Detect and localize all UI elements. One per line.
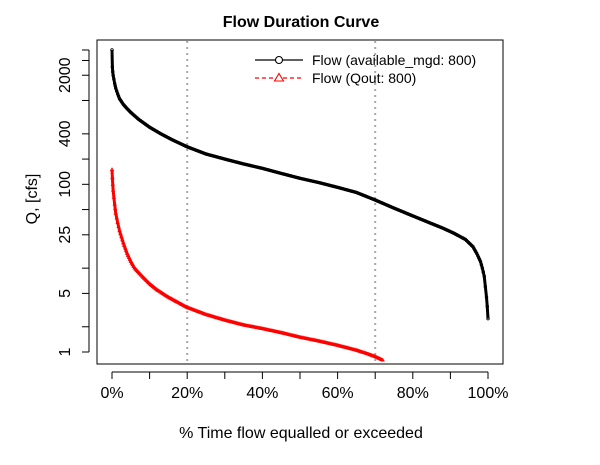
- x-tick-label: 100%: [468, 385, 509, 402]
- series-point: [380, 357, 385, 362]
- series-point: [114, 215, 119, 220]
- y-axis-label: Q, [cfs]: [24, 174, 41, 225]
- x-axis-label: % Time flow equalled or exceeded: [179, 425, 423, 442]
- series-point: [112, 77, 116, 81]
- y-tick-label: 1: [57, 347, 74, 356]
- series-point: [121, 240, 126, 245]
- plot-frame: [96, 39, 504, 365]
- x-tick-label: 20%: [171, 385, 203, 402]
- series-point: [110, 48, 114, 52]
- series-point: [481, 270, 485, 274]
- series-point: [114, 89, 119, 93]
- series-point: [111, 70, 115, 74]
- series-0: [110, 48, 490, 321]
- series-point: [116, 224, 121, 229]
- y-tick-label: 2000: [57, 57, 74, 93]
- x-tick-label: 0%: [100, 385, 123, 402]
- chart-title: Flow Duration Curve: [223, 14, 380, 31]
- series-point: [479, 263, 484, 267]
- series-point: [111, 73, 115, 77]
- series-point: [480, 266, 485, 270]
- legend-label-0: Flow (available_mgd: 800): [312, 52, 476, 68]
- series-point: [125, 253, 131, 257]
- series-point: [117, 228, 122, 233]
- series-point: [115, 220, 120, 224]
- series-point: [113, 210, 118, 215]
- series-point: [486, 316, 490, 321]
- series-1: [109, 167, 385, 362]
- series-point: [109, 167, 115, 171]
- series-point: [123, 248, 129, 253]
- series-point: [122, 245, 128, 250]
- y-tick-label: 5: [57, 289, 74, 298]
- y-tick-label: 100: [57, 171, 74, 198]
- series-point: [124, 250, 130, 255]
- x-tick-label: 80%: [397, 385, 429, 402]
- legend-triangle-marker: [273, 72, 285, 82]
- series-point: [111, 194, 117, 199]
- series-point: [485, 304, 489, 309]
- series-point: [122, 243, 127, 247]
- series-point: [119, 234, 124, 239]
- x-tick-label: 40%: [246, 385, 278, 402]
- series-point: [113, 206, 118, 211]
- series-point: [110, 187, 116, 192]
- series-point: [126, 255, 132, 259]
- series-point: [478, 259, 483, 264]
- series-point: [484, 295, 489, 299]
- series-point: [483, 285, 488, 289]
- plot-layer: [109, 41, 490, 363]
- series-point: [120, 237, 125, 242]
- legend: Flow (available_mgd: 800) Flow (Qout: 800…: [255, 52, 476, 86]
- series-point: [110, 65, 115, 69]
- series-point: [112, 201, 117, 206]
- series-point: [118, 231, 123, 236]
- series-point: [110, 181, 115, 186]
- x-tick-label: 60%: [322, 385, 354, 402]
- series-point: [110, 175, 115, 180]
- legend-circle-marker: [274, 55, 284, 65]
- series-point: [114, 86, 118, 90]
- y-tick-label: 400: [57, 120, 74, 147]
- series-point: [127, 257, 133, 261]
- legend-label-1: Flow (Qout: 800): [312, 70, 416, 86]
- y-tick-label: 25: [57, 226, 74, 244]
- axes-layer: 0% 20% 40% 60% 80% 100% 1 5 25 100 400 2000: [57, 49, 509, 402]
- series-point: [482, 274, 486, 278]
